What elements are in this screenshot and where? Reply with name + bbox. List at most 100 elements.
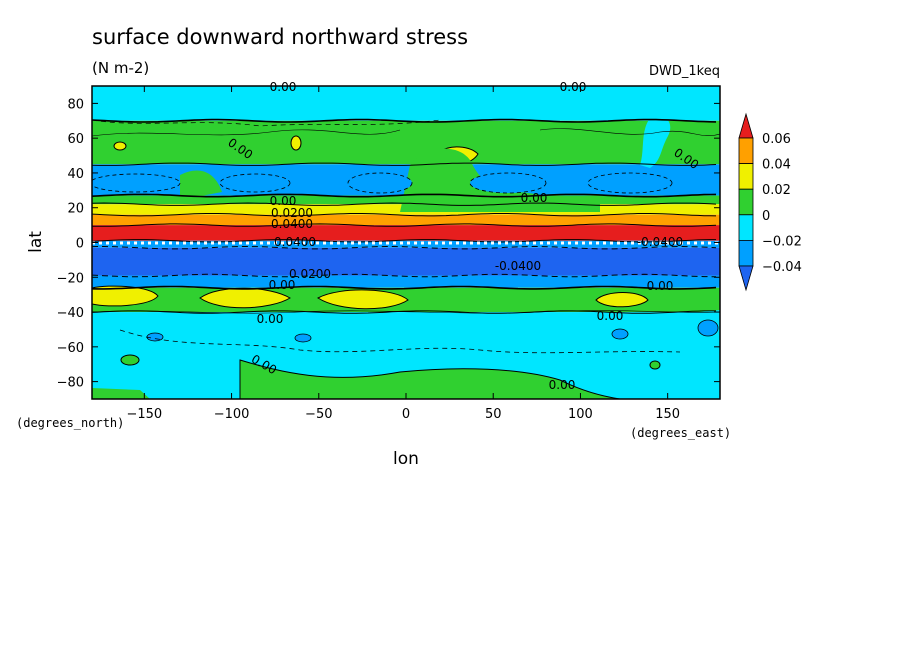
yellow-spot — [113, 141, 127, 151]
contour-label: 0.00 — [560, 80, 587, 94]
y-tick-label: 40 — [67, 167, 84, 182]
x-tick-label: 150 — [655, 407, 680, 422]
contour-label: 0.0400 — [271, 217, 313, 231]
contour-line — [92, 213, 717, 217]
y-tick-label: 60 — [67, 132, 84, 147]
contour-label: 0.0200 — [289, 267, 331, 281]
green-spot — [649, 360, 661, 370]
contour-line — [92, 162, 717, 166]
blue-cell — [92, 173, 181, 193]
blue-cell — [469, 172, 547, 194]
y-tick-label: 80 — [67, 97, 84, 112]
colorbar-extend-bottom — [738, 265, 754, 292]
dashed-contour — [92, 119, 441, 127]
contour-label: 0.00 — [647, 279, 674, 293]
x-axis: −150 −100 −50 0 50 100 150 — [126, 86, 680, 422]
y-axis-label: lat — [26, 231, 46, 253]
blue-cell — [587, 172, 673, 194]
contour-line — [92, 118, 717, 123]
contour-line — [92, 202, 717, 206]
contour-label: 0.00 — [269, 278, 296, 292]
contour-line — [92, 193, 717, 198]
blue-spot-south — [294, 333, 312, 343]
x-axis-label: lon — [393, 449, 419, 469]
dataset-label: DWD_1keq — [649, 64, 720, 79]
blue-cell — [347, 172, 413, 194]
x-tick-label: −100 — [214, 407, 250, 422]
y-tick-label: −40 — [57, 306, 84, 321]
yellow-spot — [290, 135, 302, 151]
x-tick-label: 50 — [485, 407, 502, 422]
zonal-band — [92, 120, 720, 165]
y-tick-label: −60 — [57, 341, 84, 356]
contour-line — [92, 239, 716, 243]
contour-label: 0.00 — [270, 194, 297, 208]
colorbar-label: 0.06 — [762, 132, 791, 147]
contour-line — [92, 245, 717, 250]
field-features — [92, 86, 720, 399]
colorbar-label: −0.04 — [762, 260, 802, 275]
colorbar: 0.06 0.04 0.02 0 −0.02 −0.04 — [738, 112, 802, 292]
x-tick-label: −50 — [305, 407, 332, 422]
greenland-lobe — [640, 116, 671, 168]
antarctic-green — [239, 359, 621, 399]
green-intrusion — [400, 148, 600, 212]
chart-title: surface downward northward stress — [92, 25, 468, 49]
contour-label: -0.0400 — [495, 259, 541, 273]
zonal-band — [92, 225, 720, 241]
colorbar-swatch — [738, 137, 754, 165]
contour-label: 0.0400 — [274, 235, 316, 249]
blue-spot-south — [611, 328, 629, 340]
yellow-blob-south — [595, 292, 649, 308]
band-contours — [92, 118, 717, 314]
contour-label: 0.00 — [270, 80, 297, 94]
contour-line — [92, 310, 716, 314]
blue-spot-south — [697, 319, 719, 337]
contour-line — [92, 285, 717, 290]
zonal-band — [92, 247, 720, 276]
colorbar-label: 0.02 — [762, 183, 791, 198]
colorbar-label: −0.02 — [762, 234, 802, 249]
colorbar-label: 0 — [762, 209, 770, 224]
contour-line — [92, 273, 716, 278]
thin-contour — [92, 310, 720, 314]
contour-label: -0.0400 — [637, 235, 683, 249]
zonal-band — [92, 214, 720, 226]
y-units-label: (degrees_north) — [16, 416, 124, 430]
x-tick-label: 0 — [402, 407, 410, 422]
contour-label: 0.00 — [257, 312, 284, 326]
yellow-blob-south — [317, 289, 409, 310]
zonal-band — [92, 275, 720, 288]
y-tick-label: −20 — [57, 271, 84, 286]
contour-line — [92, 223, 717, 227]
yellow-blob-south — [92, 285, 159, 307]
blue-cell — [219, 173, 291, 193]
map-field — [92, 86, 720, 399]
y-axis: −80 −60 −40 −20 0 20 40 60 80 — [57, 97, 720, 391]
colorbar-label: 0.04 — [762, 158, 791, 173]
zonal-band — [92, 240, 720, 248]
x-units-label: (degrees_east) — [630, 426, 731, 440]
units-label: (N m-2) — [92, 59, 149, 77]
colorbar-swatch — [738, 239, 754, 267]
x-tick-label: −150 — [126, 407, 162, 422]
antarctic-green — [92, 388, 150, 399]
colorbar-swatch — [738, 188, 754, 216]
contour-label: 0.00 — [549, 378, 576, 392]
x-tick-label: 100 — [568, 407, 593, 422]
contour-label: 0.00 — [597, 309, 624, 323]
green-intrusion — [180, 170, 222, 200]
y-tick-label: −80 — [57, 376, 84, 391]
dashed-contour — [119, 329, 681, 354]
contour-label: 0.00 — [521, 191, 548, 205]
yellow-blob-south — [199, 287, 291, 309]
colorbar-extend-top — [738, 112, 754, 139]
green-spot — [120, 354, 140, 366]
north-cyan-lobe — [410, 86, 620, 116]
thin-contour — [92, 129, 401, 137]
colorbar-swatch — [738, 163, 754, 190]
y-tick-label: 0 — [76, 237, 84, 252]
thin-contour — [539, 128, 720, 137]
contour-label: 0.0200 — [271, 206, 313, 220]
blue-spot-south — [146, 332, 164, 342]
